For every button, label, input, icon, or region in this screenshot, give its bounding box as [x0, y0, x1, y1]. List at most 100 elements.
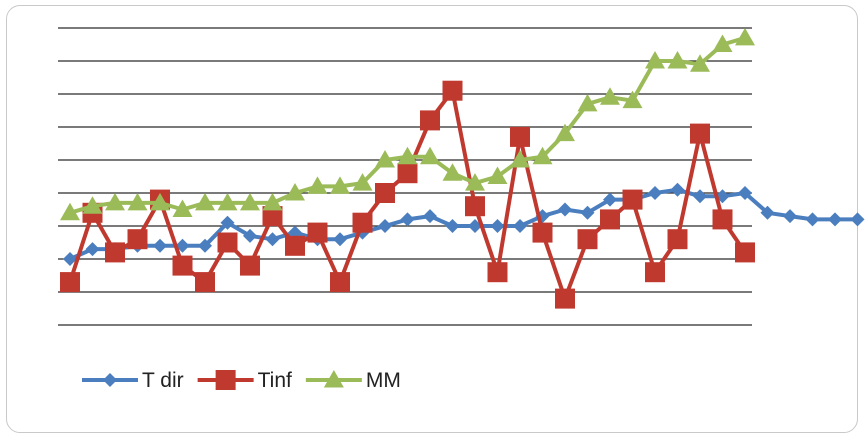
data-point — [397, 146, 418, 165]
data-point — [577, 93, 598, 112]
data-point — [82, 196, 103, 214]
data-point — [420, 110, 440, 131]
data-point — [622, 189, 643, 210]
data-point — [220, 215, 235, 230]
data-point — [667, 51, 688, 69]
data-point — [352, 212, 373, 233]
data-point — [172, 255, 193, 276]
data-point — [645, 262, 665, 283]
legend-marker — [103, 373, 117, 387]
legend-item: T dir — [82, 369, 184, 392]
data-point — [622, 90, 643, 109]
data-point — [445, 219, 460, 233]
data-point — [490, 219, 505, 233]
data-point — [667, 229, 688, 250]
data-point — [693, 189, 707, 204]
data-point — [240, 192, 260, 211]
data-point — [735, 27, 755, 46]
data-point — [510, 126, 530, 147]
data-point — [217, 192, 238, 211]
data-point — [735, 242, 755, 263]
data-point — [307, 222, 328, 243]
data-point — [670, 182, 685, 197]
data-point — [580, 205, 595, 220]
data-point — [217, 232, 238, 253]
data-point — [558, 202, 572, 217]
legend-item: MM — [305, 369, 401, 392]
data-point — [172, 199, 193, 217]
data-point — [85, 242, 100, 257]
data-point — [420, 146, 440, 165]
data-point — [555, 288, 575, 309]
data-point — [397, 163, 418, 184]
series-line — [69, 35, 746, 215]
data-point — [378, 219, 392, 233]
data-point — [600, 87, 620, 105]
data-point — [487, 166, 508, 184]
gridlines — [58, 27, 752, 326]
data-point — [783, 209, 797, 224]
data-point — [532, 222, 553, 243]
data-point — [63, 252, 77, 266]
data-point — [330, 272, 350, 293]
data-point — [532, 146, 553, 165]
data-point — [240, 255, 260, 276]
legend-marker — [323, 370, 344, 388]
data-point — [198, 238, 212, 253]
data-point — [307, 176, 328, 194]
data-point — [828, 212, 842, 227]
data-point — [577, 229, 598, 250]
data-point — [805, 212, 820, 227]
data-point — [400, 212, 415, 227]
data-point — [285, 183, 305, 201]
data-point — [60, 272, 80, 293]
legend-marker — [215, 370, 236, 390]
data-point — [153, 238, 167, 253]
legend-item: Tinf — [197, 369, 292, 392]
data-point — [352, 173, 373, 191]
legend-label: T dir — [142, 369, 184, 392]
data-point — [285, 235, 305, 256]
data-point — [127, 229, 148, 250]
data-point — [442, 163, 463, 181]
data-point — [60, 202, 80, 221]
data-point — [375, 183, 395, 203]
data-point — [850, 212, 865, 227]
data-point — [423, 209, 437, 224]
data-point — [487, 262, 508, 283]
data-point — [333, 232, 347, 247]
data-point — [105, 192, 125, 211]
data-point — [127, 192, 148, 211]
data-point — [513, 219, 527, 233]
data-point — [712, 209, 733, 230]
legend-label: Tinf — [258, 369, 292, 392]
data-point — [195, 192, 215, 211]
data-point — [465, 196, 485, 217]
data-point — [648, 186, 662, 200]
data-point — [375, 150, 395, 168]
legend: T dir Tinf MM — [82, 369, 401, 392]
data-point — [690, 54, 710, 72]
data-point — [262, 206, 283, 227]
data-point — [195, 272, 215, 293]
data-point — [150, 192, 170, 211]
data-point — [760, 205, 775, 220]
series-layer — [60, 27, 865, 309]
data-point — [330, 176, 350, 194]
legend-label: MM — [366, 369, 401, 392]
data-point — [603, 192, 617, 207]
series-mm — [60, 27, 755, 221]
data-point — [555, 123, 575, 142]
data-point — [712, 34, 733, 52]
data-point — [105, 242, 125, 263]
data-point — [465, 173, 485, 191]
data-point — [690, 123, 710, 144]
data-point — [243, 228, 257, 243]
data-point — [738, 186, 752, 200]
data-point — [645, 51, 665, 69]
data-point — [510, 150, 530, 168]
data-point — [442, 80, 463, 101]
data-point — [265, 232, 280, 247]
data-point — [600, 209, 620, 230]
data-point — [262, 192, 283, 211]
